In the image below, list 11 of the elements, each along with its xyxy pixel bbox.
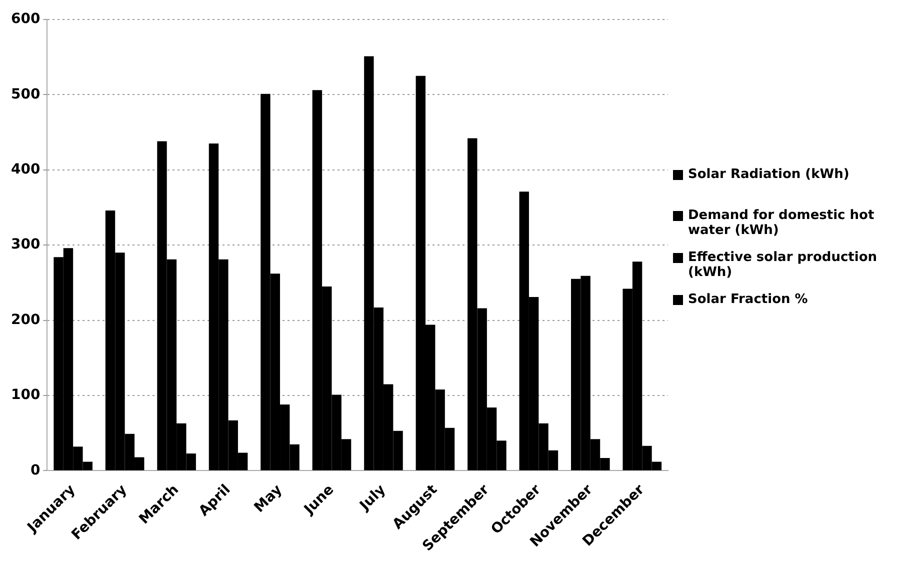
legend-label: Effective solar production (kWh): [688, 250, 878, 280]
y-tick-label: 500: [10, 86, 40, 102]
y-tick-label: 0: [30, 462, 40, 478]
legend-label: Solar Fraction %: [688, 292, 808, 307]
y-tick-label: 400: [10, 161, 40, 178]
legend-label: Solar Radiation (kWh): [688, 167, 850, 182]
y-tick-label: 100: [10, 387, 40, 404]
y-tick-label: 200: [10, 312, 40, 328]
y-tick-label: 300: [10, 236, 40, 253]
legend-label: Demand for domestic hot water (kWh): [688, 208, 876, 238]
y-tick-label: 600: [10, 11, 40, 28]
